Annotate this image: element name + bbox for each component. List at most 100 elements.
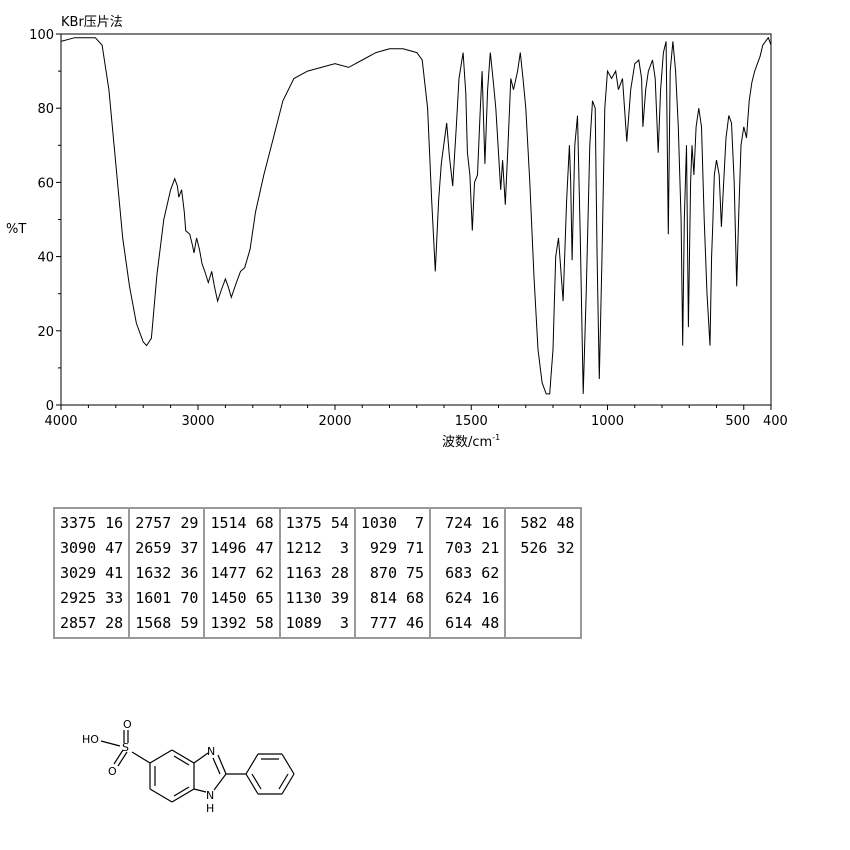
peak-wavenumber: 777 <box>360 614 397 632</box>
atom-label-nh-h: H <box>206 802 214 815</box>
y-tick-label: 0 <box>46 399 54 414</box>
atom-label-s: S <box>122 741 129 754</box>
plot-frame <box>60 33 772 406</box>
peak-column: 724 16 703 21 683 62 624 16 614 48 <box>430 508 506 638</box>
peak-wavenumber: 1514 <box>210 514 247 532</box>
peak-transmittance: 3 <box>330 539 349 557</box>
peak-transmittance: 47 <box>105 539 124 557</box>
peak-transmittance: 75 <box>406 564 425 582</box>
peak-transmittance: 3 <box>330 614 349 632</box>
y-axis <box>56 33 61 406</box>
peak-wavenumber: 3375 <box>60 514 97 532</box>
peak-wavenumber: 1212 <box>285 539 322 557</box>
peak-transmittance: 54 <box>330 514 349 532</box>
peak-transmittance: 7 <box>406 514 425 532</box>
peak-transmittance: 16 <box>481 514 500 532</box>
peak-transmittance: 36 <box>180 564 199 582</box>
x-tick-label: 400 <box>763 414 788 429</box>
peak-wavenumber: 614 <box>436 614 473 632</box>
peak-wavenumber: 1163 <box>285 564 322 582</box>
peak-wavenumber: 1030 <box>360 514 397 532</box>
peak-column: 1375 54 1212 3 1163 28 1130 39 1089 3 <box>279 508 355 638</box>
peak-wavenumber: 2925 <box>60 589 97 607</box>
peak-transmittance: 16 <box>105 514 124 532</box>
peak-wavenumber: 683 <box>436 564 473 582</box>
y-tick-label: 60 <box>37 176 54 191</box>
peak-wavenumber: 814 <box>360 589 397 607</box>
peak-transmittance: 68 <box>406 589 425 607</box>
x-axis-label-text: 波数/cm <box>442 435 492 450</box>
peak-transmittance: 33 <box>105 589 124 607</box>
peak-wavenumber: 3090 <box>60 539 97 557</box>
y-axis-label: %T <box>6 222 26 237</box>
peak-column: 3375 16 3090 47 3029 41 2925 33 2857 28 <box>54 508 130 638</box>
peak-wavenumber: 1130 <box>285 589 322 607</box>
peak-wavenumber: 1392 <box>210 614 247 632</box>
peak-transmittance: 48 <box>556 514 575 532</box>
peak-wavenumber: 1632 <box>135 564 172 582</box>
x-tick-label: 500 <box>725 414 750 429</box>
peak-transmittance: 28 <box>330 564 349 582</box>
structure-bonds <box>100 730 295 803</box>
peak-table: 3375 16 3090 47 3029 41 2925 33 2857 28 2757 … <box>53 507 582 639</box>
x-axis <box>60 405 772 410</box>
peak-wavenumber: 2659 <box>135 539 172 557</box>
x-tick-label: 3000 <box>181 414 214 429</box>
ir-spectrum-chart: KBr压片法 4000 3000 2000 1500 1000 500 400 0 20 40 6… <box>6 15 788 450</box>
molecular-structure: HO S O O N N H <box>82 718 295 815</box>
y-tick-label: 80 <box>37 102 54 117</box>
peak-wavenumber: 3029 <box>60 564 97 582</box>
peak-column: 582 48 526 32 <box>505 508 581 638</box>
peak-wavenumber: 870 <box>360 564 397 582</box>
chart-title: KBr压片法 <box>61 15 123 30</box>
y-tick-labels: 0 20 40 60 80 100 <box>29 28 54 414</box>
x-tick-label: 2000 <box>318 414 351 429</box>
peak-transmittance: 47 <box>255 539 274 557</box>
peak-wavenumber: 624 <box>436 589 473 607</box>
peak-transmittance: 65 <box>255 589 274 607</box>
atom-label-oh: HO <box>82 733 99 746</box>
peak-transmittance: 21 <box>481 539 500 557</box>
peak-transmittance: 58 <box>255 614 274 632</box>
peak-wavenumber: 1477 <box>210 564 247 582</box>
peak-transmittance: 62 <box>255 564 274 582</box>
peak-transmittance: 28 <box>105 614 124 632</box>
peak-wavenumber: 724 <box>436 514 473 532</box>
peak-transmittance: 16 <box>481 589 500 607</box>
peak-transmittance: 41 <box>105 564 124 582</box>
peak-transmittance: 39 <box>330 589 349 607</box>
peak-wavenumber: 1450 <box>210 589 247 607</box>
peak-transmittance: 70 <box>180 589 199 607</box>
peak-transmittance: 37 <box>180 539 199 557</box>
peak-transmittance: 29 <box>180 514 199 532</box>
peak-wavenumber: 1496 <box>210 539 247 557</box>
peak-transmittance: 32 <box>556 539 575 557</box>
y-tick-label: 20 <box>37 325 54 340</box>
peak-wavenumber: 1601 <box>135 589 172 607</box>
atom-label-o-top: O <box>123 718 132 731</box>
peak-wavenumber: 2857 <box>60 614 97 632</box>
atom-label-nh-n: N <box>206 789 214 802</box>
peak-transmittance: 71 <box>406 539 425 557</box>
series-line <box>60 36 772 395</box>
x-axis-label: 波数/cm-1 <box>442 433 500 450</box>
peak-table-row: 3375 16 3090 47 3029 41 2925 33 2857 28 2757 … <box>54 508 581 638</box>
peak-wavenumber: 526 <box>511 539 548 557</box>
peak-transmittance: 46 <box>406 614 425 632</box>
x-tick-label: 4000 <box>44 414 77 429</box>
peak-transmittance: 48 <box>481 614 500 632</box>
peak-wavenumber: 1089 <box>285 614 322 632</box>
peak-wavenumber: 2757 <box>135 514 172 532</box>
peak-transmittance: 59 <box>180 614 199 632</box>
atom-label-o-bottom: O <box>108 765 117 778</box>
x-tick-label: 1500 <box>455 414 488 429</box>
peak-wavenumber: 929 <box>360 539 397 557</box>
x-tick-labels: 4000 3000 2000 1500 1000 500 400 <box>44 414 787 429</box>
peak-column: 2757 29 2659 37 1632 36 1601 70 1568 59 <box>129 508 205 638</box>
peak-wavenumber: 1375 <box>285 514 322 532</box>
x-tick-label: 1000 <box>591 414 624 429</box>
peak-column: 1030 7 929 71 870 75 814 68 777 46 <box>354 508 431 638</box>
y-tick-label: 40 <box>37 251 54 266</box>
atom-label-n: N <box>207 745 215 758</box>
peak-wavenumber: 703 <box>436 539 473 557</box>
